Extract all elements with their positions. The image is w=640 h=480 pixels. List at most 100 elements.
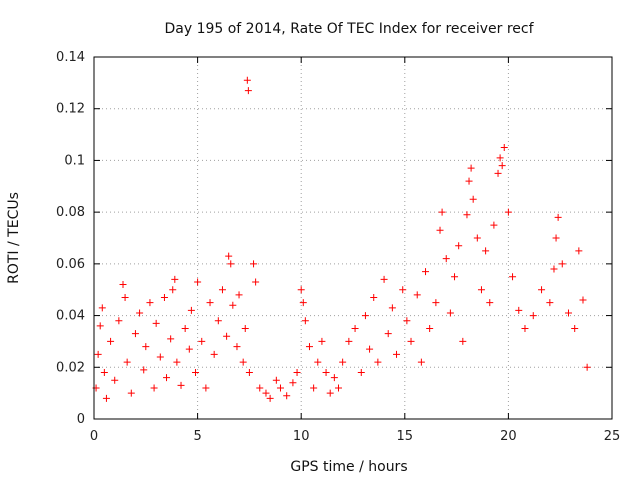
- data-point: [521, 325, 529, 332]
- data-point: [345, 337, 353, 345]
- data-point: [496, 154, 504, 162]
- data-point: [442, 255, 450, 263]
- data-point: [245, 368, 253, 376]
- data-point: [413, 291, 421, 299]
- data-point: [127, 389, 135, 397]
- data-point: [160, 293, 168, 301]
- data-point: [322, 368, 330, 376]
- data-point: [233, 343, 241, 351]
- data-point: [289, 379, 297, 387]
- data-point: [339, 358, 347, 366]
- data-point: [96, 322, 104, 330]
- data-point: [225, 252, 233, 260]
- data-point: [150, 384, 158, 392]
- grid-lines: [94, 57, 612, 419]
- data-point: [177, 381, 185, 389]
- data-point: [100, 368, 108, 376]
- data-point: [380, 275, 388, 283]
- data-point: [119, 281, 127, 289]
- data-point: [243, 76, 251, 84]
- data-point: [469, 195, 477, 203]
- data-point: [370, 293, 378, 301]
- data-point: [256, 384, 264, 392]
- data-point: [142, 343, 150, 351]
- x-tick-label: 15: [397, 429, 414, 444]
- data-point: [357, 368, 365, 376]
- data-point: [384, 330, 392, 338]
- data-point: [326, 389, 334, 397]
- data-point: [361, 312, 369, 320]
- data-point: [575, 247, 583, 255]
- y-tick-label: 0.06: [56, 257, 85, 272]
- data-point: [171, 275, 179, 283]
- data-point: [185, 345, 193, 353]
- data-point: [504, 208, 512, 216]
- data-point: [473, 234, 481, 242]
- data-point: [500, 144, 508, 151]
- y-tick-label: 0.08: [56, 205, 85, 220]
- data-point: [310, 384, 318, 392]
- data-point: [239, 358, 247, 366]
- data-point: [438, 208, 446, 216]
- data-point: [227, 260, 235, 268]
- data-point: [318, 337, 326, 345]
- data-point: [494, 169, 502, 177]
- data-point: [276, 384, 284, 392]
- data-point: [111, 376, 119, 384]
- y-axis-label: ROTI / TECUs: [6, 192, 22, 284]
- data-point: [529, 312, 537, 320]
- data-point: [152, 319, 160, 327]
- data-point: [446, 309, 454, 317]
- data-point: [486, 299, 494, 307]
- data-point: [169, 286, 177, 294]
- axis-ticks: 0 0.02 0.04 0.06 0.08 0.1 0.12 0.14 0 5 10 15 20 25: [56, 50, 620, 444]
- data-point: [229, 301, 237, 309]
- data-point: [407, 337, 415, 345]
- data-point: [198, 337, 206, 345]
- data-point: [156, 353, 164, 361]
- y-tick-label: 0.04: [56, 309, 85, 324]
- data-point: [194, 278, 202, 286]
- chart-title: Day 195 of 2014, Rate Of TEC Index for r…: [164, 21, 534, 37]
- data-point: [252, 278, 260, 286]
- data-point: [465, 177, 473, 185]
- x-axis-label: GPS time / hours: [290, 459, 407, 475]
- data-point: [107, 337, 115, 345]
- y-tick-label: 0: [77, 412, 85, 427]
- data-point: [102, 394, 110, 402]
- data-point: [121, 293, 129, 301]
- data-point: [301, 317, 309, 325]
- data-point: [509, 273, 517, 281]
- data-point: [266, 394, 274, 402]
- data-point: [571, 325, 579, 332]
- data-point: [436, 226, 444, 234]
- data-point: [546, 299, 554, 307]
- data-point: [463, 211, 471, 219]
- y-tick-label: 0.02: [56, 360, 85, 375]
- data-point: [564, 309, 572, 317]
- data-point: [297, 286, 305, 294]
- y-tick-label: 0.12: [56, 102, 85, 117]
- data-point: [235, 291, 243, 299]
- data-point: [451, 273, 459, 281]
- data-point: [136, 309, 144, 317]
- data-point: [351, 325, 359, 332]
- data-point: [218, 286, 226, 294]
- data-point: [403, 317, 411, 325]
- data-point: [206, 299, 214, 307]
- data-point: [334, 384, 342, 392]
- data-point: [455, 242, 463, 250]
- data-point: [330, 374, 338, 382]
- data-point: [192, 368, 200, 376]
- data-point: [202, 384, 210, 392]
- x-tick-label: 20: [500, 429, 517, 444]
- data-point: [210, 350, 218, 358]
- data-point: [552, 234, 560, 242]
- data-point: [393, 350, 401, 358]
- data-point: [579, 296, 587, 304]
- data-point: [366, 345, 374, 353]
- data-point: [554, 213, 562, 221]
- data-point: [299, 299, 307, 307]
- data-point: [374, 358, 382, 366]
